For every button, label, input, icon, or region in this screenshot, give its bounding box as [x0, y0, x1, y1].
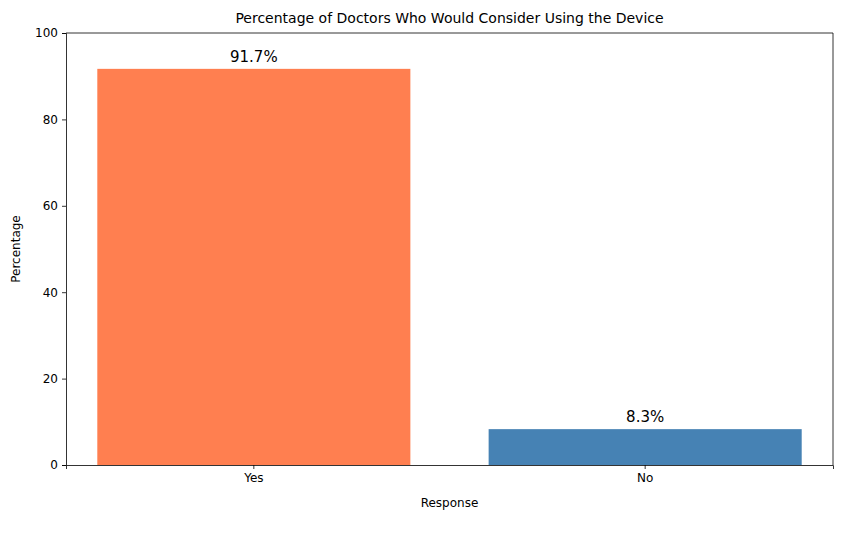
plot-area: Yes No 0 20 40 60 80 100 91.7% 8.3%	[35, 26, 833, 484]
data-label: 8.3%	[626, 408, 664, 426]
x-axis-title: Response	[421, 496, 479, 510]
x-tick-mark	[645, 465, 646, 469]
chart: Yes No 0 20 40 60 80 100 91.7% 8.3% Percentage of …	[0, 0, 850, 547]
y-tick-mark	[62, 465, 66, 466]
y-tick-mark	[62, 292, 66, 293]
x-axis: Yes No	[67, 465, 834, 485]
x-tick: No	[637, 465, 653, 485]
y-axis: 0 20 40 60 80 100	[35, 26, 66, 472]
y-tick-label: 40	[43, 286, 58, 300]
y-tick: 100	[35, 26, 66, 40]
bar	[489, 429, 802, 465]
spine-right	[833, 33, 834, 465]
y-tick: 0	[50, 458, 66, 472]
data-label: 91.7%	[230, 48, 278, 66]
y-tick-mark	[62, 33, 66, 34]
x-tick-label: Yes	[243, 471, 263, 485]
y-tick-label: 80	[43, 113, 58, 127]
x-tick: Yes	[243, 465, 263, 485]
y-tick: 20	[43, 372, 66, 386]
y-tick: 80	[43, 113, 66, 127]
spine-top	[66, 33, 833, 34]
axis-line	[62, 34, 67, 466]
y-tick-mark	[62, 119, 66, 120]
data-labels: 91.7% 8.3%	[230, 48, 664, 426]
y-tick-mark	[62, 206, 66, 207]
bar	[97, 69, 410, 465]
axis-line	[67, 466, 834, 470]
title: Percentage of Doctors Who Would Consider…	[235, 10, 663, 26]
y-tick: 60	[43, 199, 66, 213]
x-tick-mark	[253, 465, 254, 469]
y-tick-label: 0	[50, 458, 58, 472]
bars	[97, 69, 801, 465]
y-tick-label: 60	[43, 199, 58, 213]
y-tick-label: 20	[43, 372, 58, 386]
y-tick: 40	[43, 286, 66, 300]
x-tick-label: No	[637, 471, 653, 485]
y-tick-mark	[62, 379, 66, 380]
y-tick-label: 100	[35, 26, 58, 40]
y-axis-title: Percentage	[9, 215, 23, 283]
